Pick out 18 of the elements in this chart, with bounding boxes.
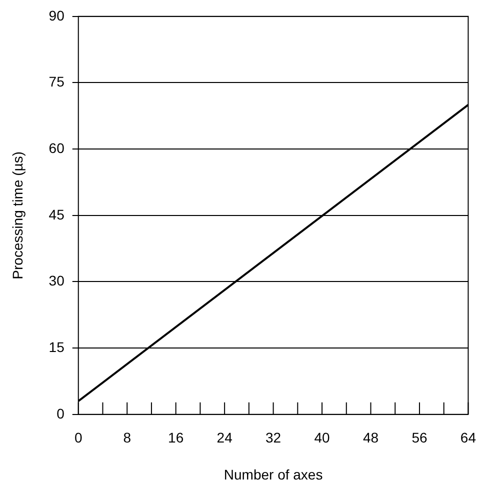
x-tick-label: 48 [362, 430, 379, 446]
x-tick-label: 24 [216, 430, 233, 446]
y-tick-label: 60 [48, 140, 65, 156]
y-tick-label: 15 [48, 338, 65, 355]
y-tick-label: 90 [48, 7, 65, 24]
x-tick-label: 40 [314, 430, 330, 446]
x-tick-label: 32 [266, 430, 282, 446]
y-tick-label: 45 [48, 206, 65, 222]
y-tick-label: 0 [56, 405, 65, 422]
y-axis-title: Processing time (µs) [9, 151, 26, 280]
y-tick-label: 75 [48, 74, 65, 90]
x-tick-label: 8 [123, 430, 132, 446]
x-axis-title: Number of axes [224, 466, 323, 482]
x-tick-label: 0 [74, 430, 82, 446]
x-tick-label: 64 [460, 430, 476, 446]
y-tick-label: 30 [48, 272, 65, 289]
x-tick-label: 16 [168, 430, 184, 446]
x-tick-label: 56 [412, 430, 428, 446]
